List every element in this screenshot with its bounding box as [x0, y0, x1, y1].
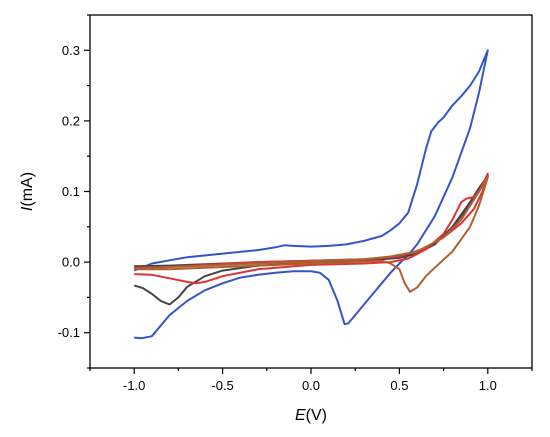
x-tick-label: 0.0: [302, 378, 320, 393]
x-tick-label: 0.5: [390, 378, 408, 393]
x-tick-label: -1.0: [123, 378, 145, 393]
x-axis-label: E(V): [295, 407, 327, 424]
x-axis-ticks: -1.0 -0.5 0.0 0.5 1.0: [89, 368, 533, 393]
series-line-1: [133, 49, 489, 340]
y-tick-label: 0.2: [62, 113, 80, 128]
y-axis-ticks: -0.1 0.0 0.1 0.2 0.3: [58, 14, 90, 369]
y-tick-label: 0.3: [62, 43, 80, 58]
y-tick-label: -0.1: [58, 325, 80, 340]
y-axis-symbol: I: [19, 206, 36, 211]
y-tick-label: 0.1: [62, 184, 80, 199]
x-axis-unit: (V): [306, 407, 327, 424]
y-tick-label: 0.0: [62, 255, 80, 270]
x-tick-label: -0.5: [211, 378, 233, 393]
x-tick-label: 1.0: [479, 378, 497, 393]
y-axis-label: I(mA): [19, 172, 36, 211]
y-axis-unit: (mA): [19, 172, 36, 207]
series-line-2: [133, 175, 489, 306]
series-line-4: [134, 176, 489, 293]
plot-frame: [89, 14, 533, 369]
series-layer: [133, 49, 489, 340]
x-axis-symbol: E: [295, 407, 306, 424]
